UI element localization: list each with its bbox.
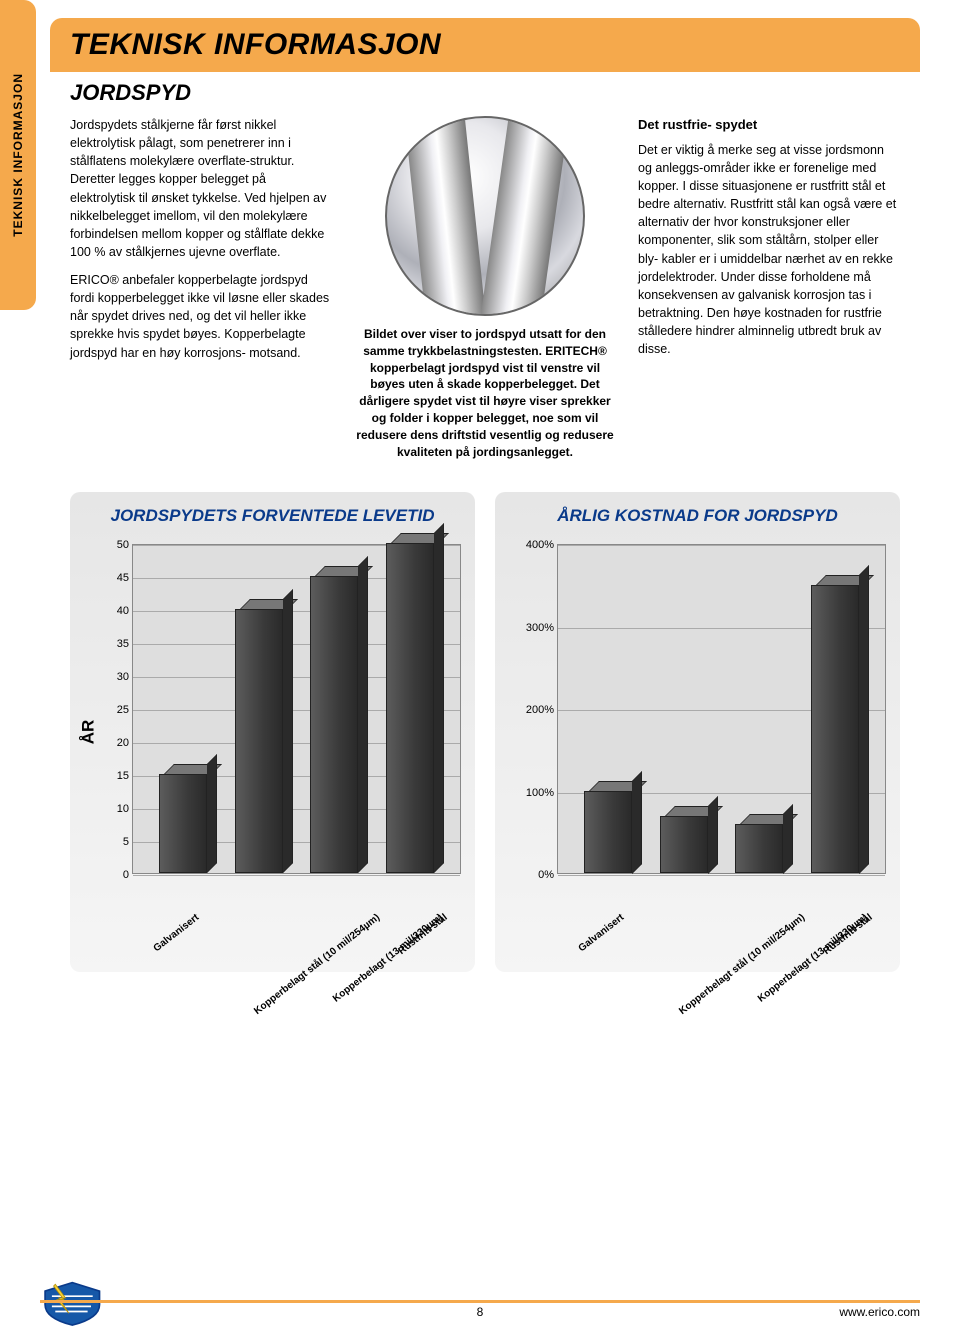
grid-line	[133, 875, 460, 876]
footer: 8 www.erico.com	[40, 1300, 920, 1319]
grid-line	[558, 875, 885, 876]
column-1: Jordspydets stålkjerne får først nikkel …	[70, 116, 332, 470]
footer-url: www.erico.com	[839, 1305, 920, 1319]
chart-lifetime: JORDSPYDETS FORVENTEDE LEVETID ÅR 051015…	[70, 492, 475, 972]
col3-heading: Det rustfrie- spydet	[638, 116, 900, 135]
y-tick: 5	[91, 836, 129, 848]
bar: 350	[805, 585, 865, 874]
x-label: Rustfritt stål	[390, 882, 450, 962]
side-tab-label: TEKNISK INFORMASJON	[11, 73, 25, 237]
page-header: TEKNISK INFORMASJON	[50, 18, 920, 72]
image-caption: Bildet over viser to jordspyd utsatt for…	[354, 326, 616, 460]
bar: 15	[153, 774, 213, 873]
x-label: Galvanisert	[143, 882, 203, 962]
bar: 60	[729, 824, 789, 874]
col1-p1: Jordspydets stålkjerne får først nikkel …	[70, 116, 332, 261]
chart2-title: ÅRLIG KOSTNAD FOR JORDSPYD	[509, 506, 886, 526]
side-tab: TEKNISK INFORMASJON	[0, 0, 36, 310]
col3-body: Det er viktig å merke seg at visse jords…	[638, 141, 900, 359]
column-3: Det rustfrie- spydet Det er viktig å mer…	[638, 116, 900, 470]
bar: 70	[654, 816, 714, 874]
page-title: TEKNISK INFORMASJON	[70, 28, 441, 62]
chart1-xlabels: Galvanisert Kopperbelagt stål (10 mil/254…	[132, 882, 461, 962]
x-label: Rustfritt stål	[815, 882, 875, 962]
y-tick: 30	[91, 671, 129, 683]
rod-comparison-image	[385, 116, 585, 316]
grid-line	[558, 545, 885, 546]
x-label: Kopperbelagt stål (10 mil/254µm)	[225, 882, 285, 962]
y-tick: 35	[91, 638, 129, 650]
charts-row: JORDSPYDETS FORVENTEDE LEVETID ÅR 051015…	[70, 492, 900, 972]
page-number: 8	[477, 1305, 484, 1319]
y-tick: 25	[91, 704, 129, 716]
col1-p2: ERICO® anbefaler kopperbelagte jordspyd …	[70, 271, 332, 362]
y-tick: 10	[91, 803, 129, 815]
y-tick: 20	[91, 737, 129, 749]
x-label: Kopperbelagt stål (10 mil/254µm)	[650, 882, 710, 962]
y-tick: 400%	[516, 539, 554, 551]
y-tick: 40	[91, 605, 129, 617]
chart2-area: 0%100%200%300%400%1007060350	[557, 544, 886, 874]
bar: 100	[578, 791, 638, 874]
chart1-area: 0510152025303540455015404550	[132, 544, 461, 874]
y-tick: 0	[91, 869, 129, 881]
x-label: Galvanisert	[568, 882, 628, 962]
subtitle: JORDSPYD	[70, 80, 920, 106]
y-tick: 50	[91, 539, 129, 551]
y-tick: 45	[91, 572, 129, 584]
chart2-xlabels: Galvanisert Kopperbelagt stål (10 mil/254…	[557, 882, 886, 962]
bar: 40	[229, 609, 289, 873]
chart1-title: JORDSPYDETS FORVENTEDE LEVETID	[84, 506, 461, 526]
chart-cost: ÅRLIG KOSTNAD FOR JORDSPYD SAMMENLIGNEND…	[495, 492, 900, 972]
y-tick: 100%	[516, 787, 554, 799]
y-tick: 300%	[516, 622, 554, 634]
bar: 45	[304, 576, 364, 873]
y-tick: 0%	[516, 869, 554, 881]
column-2: Bildet over viser to jordspyd utsatt for…	[354, 116, 616, 470]
content-columns: Jordspydets stålkjerne får først nikkel …	[50, 116, 920, 470]
y-tick: 15	[91, 770, 129, 782]
bar: 50	[380, 543, 440, 873]
y-tick: 200%	[516, 704, 554, 716]
